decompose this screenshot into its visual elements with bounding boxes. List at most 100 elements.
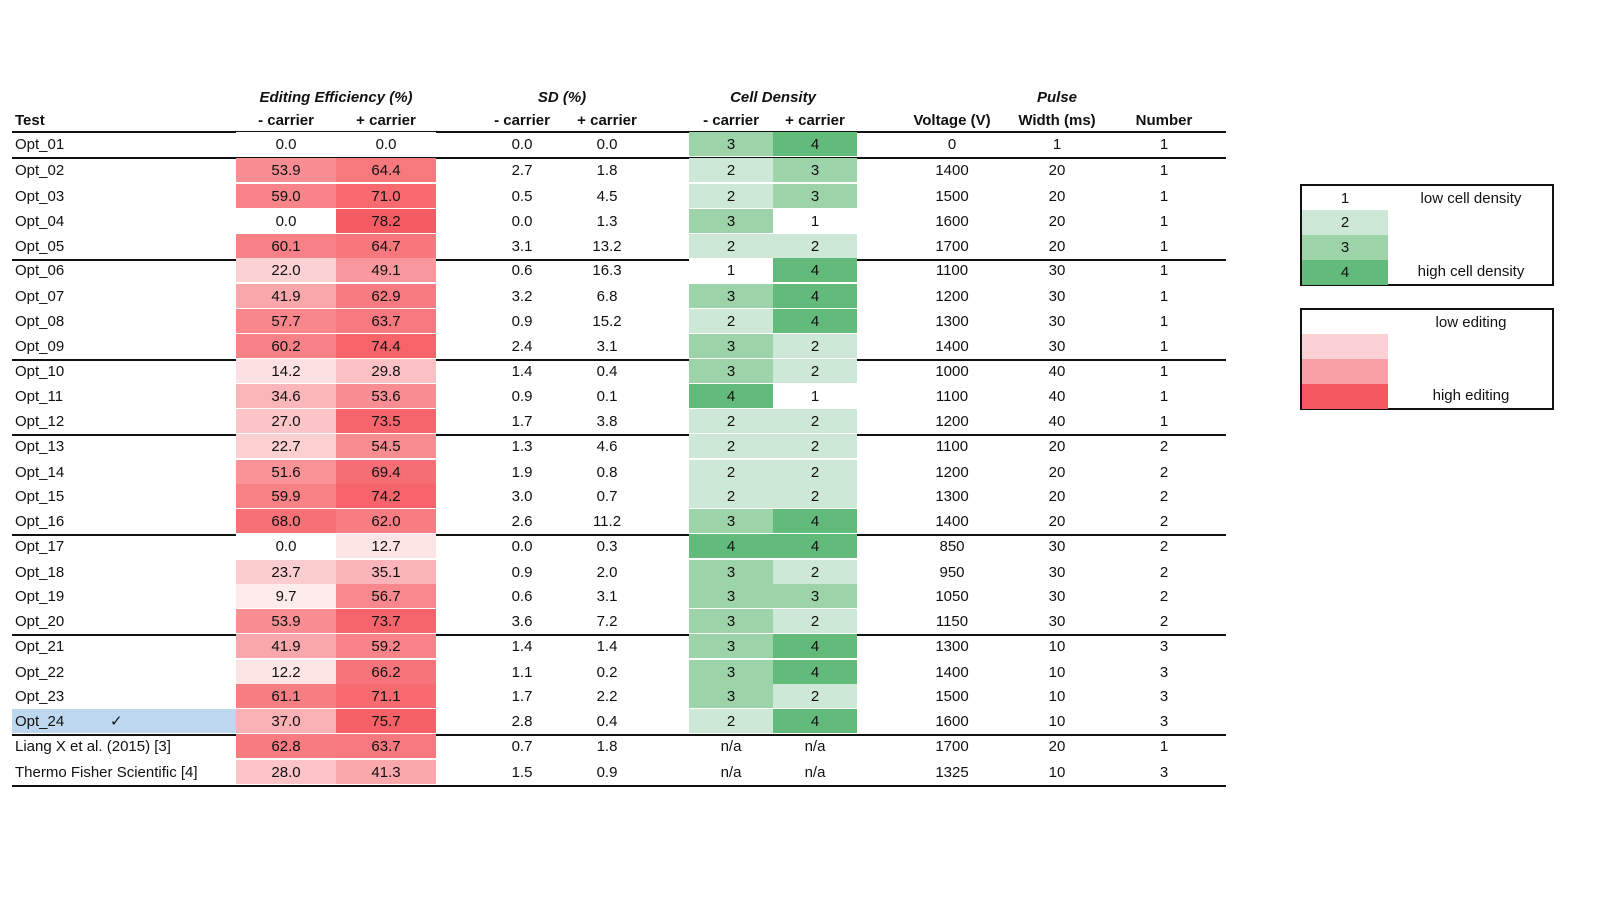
pulse-width-cell: 30	[1048, 261, 1066, 279]
cd-plus-carrier-cell: 1	[773, 209, 857, 233]
table-row[interactable]: Opt_24 37.0 75.7 2.8 0.4 2 4 1600 10 3 ✓	[12, 709, 1226, 733]
table-row[interactable]: Liang X et al. (2015) [3] 62.8 63.7 0.7 1.8 n…	[12, 734, 1226, 758]
table-row[interactable]: Opt_10 14.2 29.8 1.4 0.4 3 2 1000 40 1	[12, 359, 1226, 383]
cd-minus-carrier-cell: 3	[689, 609, 773, 633]
editing-legend-swatch	[1302, 334, 1388, 359]
ee-minus-carrier-cell: 22.0	[236, 258, 336, 282]
editing-legend-swatch	[1302, 384, 1388, 409]
table-row[interactable]: Opt_02 53.9 64.4 2.7 1.8 2 3 1400 20 1	[12, 158, 1226, 182]
ee-minus-carrier-cell: 59.9	[236, 484, 336, 508]
table-row[interactable]: Opt_16 68.0 62.0 2.6 11.2 3 4 1400 20 2	[12, 509, 1226, 533]
sd-plus-carrier-cell: 3.8	[596, 412, 618, 430]
cd-minus-carrier-cell: 2	[689, 460, 773, 484]
pulse-number-cell: 3	[1159, 637, 1169, 655]
header-sd-plus-carrier: + carrier	[577, 111, 637, 129]
header-sd-minus-carrier: - carrier	[494, 111, 550, 129]
ee-plus-carrier-cell: 35.1	[336, 560, 436, 584]
editing-legend-swatch	[1302, 359, 1388, 384]
pulse-number-cell: 2	[1159, 587, 1169, 605]
voltage-cell: 1600	[935, 212, 969, 230]
sd-minus-carrier-cell: 0.6	[511, 587, 533, 605]
cd-plus-carrier-cell: 2	[773, 434, 857, 458]
cd-plus-carrier-cell: 4	[773, 660, 857, 684]
sd-minus-carrier-cell: 0.9	[511, 563, 533, 581]
ee-plus-carrier-cell: 78.2	[336, 209, 436, 233]
sd-plus-carrier-cell: 0.0	[596, 135, 618, 153]
voltage-cell: 1000	[935, 362, 969, 380]
test-name-cell: Opt_03	[15, 187, 65, 205]
table-row[interactable]: Opt_03 59.0 71.0 0.5 4.5 2 3 1500 20 1	[12, 184, 1226, 208]
voltage-cell: 1150	[935, 612, 969, 630]
voltage-cell: 1100	[935, 261, 969, 279]
pulse-number-cell: 3	[1159, 763, 1169, 781]
pulse-width-cell: 20	[1048, 187, 1066, 205]
sd-plus-carrier-cell: 4.6	[596, 437, 618, 455]
table-row[interactable]: Opt_20 53.9 73.7 3.6 7.2 3 2 1150 30 2	[12, 609, 1226, 633]
pulse-number-cell: 1	[1159, 387, 1169, 405]
table-row[interactable]: Opt_21 41.9 59.2 1.4 1.4 3 4 1300 10 3	[12, 634, 1226, 658]
cd-plus-carrier-cell: 2	[773, 560, 857, 584]
test-name-cell: Opt_17	[15, 537, 65, 555]
sd-minus-carrier-cell: 2.6	[511, 512, 533, 530]
pulse-width-cell: 20	[1048, 437, 1066, 455]
table-row[interactable]: Opt_01 0.0 0.0 0.0 0.0 3 4 0 1 1	[12, 132, 1226, 156]
table-row[interactable]: Opt_22 12.2 66.2 1.1 0.2 3 4 1400 10 3	[12, 660, 1226, 684]
table-row[interactable]: Opt_17 0.0 12.7 0.0 0.3 4 4 850 30 2	[12, 534, 1226, 558]
table-row[interactable]: Thermo Fisher Scientific [4] 28.0 41.3 1.5 0…	[12, 760, 1226, 784]
ee-plus-carrier-cell: 71.0	[336, 184, 436, 208]
table-row[interactable]: Opt_13 22.7 54.5 1.3 4.6 2 2 1100 20 2	[12, 434, 1226, 458]
ee-plus-carrier-cell: 74.2	[336, 484, 436, 508]
table-row[interactable]: Opt_07 41.9 62.9 3.2 6.8 3 4 1200 30 1	[12, 284, 1226, 308]
sd-minus-carrier-cell: 0.5	[511, 187, 533, 205]
table-row[interactable]: Opt_06 22.0 49.1 0.6 16.3 1 4 1100 30 1	[12, 258, 1226, 282]
ee-plus-carrier-cell: 59.2	[336, 634, 436, 658]
table-row[interactable]: Opt_08 57.7 63.7 0.9 15.2 2 4 1300 30 1	[12, 309, 1226, 333]
ee-plus-carrier-cell: 74.4	[336, 334, 436, 358]
ee-plus-carrier-cell: 71.1	[336, 684, 436, 708]
table-row[interactable]: Opt_14 51.6 69.4 1.9 0.8 2 2 1200 20 2	[12, 460, 1226, 484]
sd-plus-carrier-cell: 0.4	[596, 362, 618, 380]
ee-plus-carrier-cell: 73.7	[336, 609, 436, 633]
ee-plus-carrier-cell: 62.0	[336, 509, 436, 533]
table-row[interactable]: Opt_18 23.7 35.1 0.9 2.0 3 2 950 30 2	[12, 560, 1226, 584]
cd-minus-carrier-cell: 2	[689, 184, 773, 208]
voltage-cell: 1050	[935, 587, 969, 605]
sd-minus-carrier-cell: 3.6	[511, 612, 533, 630]
header-voltage: Voltage (V)	[913, 111, 991, 129]
table-row[interactable]: Opt_12 27.0 73.5 1.7 3.8 2 2 1200 40 1	[12, 409, 1226, 433]
cd-plus-carrier-cell: 4	[773, 634, 857, 658]
sd-minus-carrier-cell: 1.1	[511, 663, 533, 681]
cd-plus-carrier-cell: 4	[773, 309, 857, 333]
pulse-width-cell: 20	[1048, 463, 1066, 481]
header-pulse-width: Width (ms)	[1018, 111, 1096, 129]
table-row[interactable]: Opt_11 34.6 53.6 0.9 0.1 4 1 1100 40 1	[12, 384, 1226, 408]
ee-plus-carrier-cell: 0.0	[336, 132, 436, 156]
header-ee-plus-carrier: + carrier	[356, 111, 416, 129]
ee-plus-carrier-cell: 63.7	[336, 734, 436, 758]
table-row[interactable]: Opt_23 61.1 71.1 1.7 2.2 3 2 1500 10 3	[12, 684, 1226, 708]
pulse-width-cell: 10	[1048, 637, 1066, 655]
table-row[interactable]: Opt_05 60.1 64.7 3.1 13.2 2 2 1700 20 1	[12, 234, 1226, 258]
pulse-width-cell: 30	[1048, 287, 1066, 305]
pulse-number-cell: 3	[1159, 712, 1169, 730]
table-row[interactable]: Opt_19 9.7 56.7 0.6 3.1 3 3 1050 30 2	[12, 584, 1226, 608]
sd-minus-carrier-cell: 0.9	[511, 312, 533, 330]
table-row[interactable]: Opt_09 60.2 74.4 2.4 3.1 3 2 1400 30 1	[12, 334, 1226, 358]
pulse-width-cell: 40	[1048, 412, 1066, 430]
editing-legend-label: high editing	[1432, 387, 1510, 404]
test-name-cell: Opt_22	[15, 663, 65, 681]
table-row[interactable]: Opt_04 0.0 78.2 0.0 1.3 3 1 1600 20 1	[12, 209, 1226, 233]
test-name-cell: Opt_23	[15, 687, 65, 705]
sd-minus-carrier-cell: 1.4	[511, 362, 533, 380]
pulse-number-cell: 2	[1159, 512, 1169, 530]
cd-minus-carrier-cell: 3	[689, 684, 773, 708]
table-bottom-rule	[12, 785, 1226, 787]
sd-minus-carrier-cell: 1.7	[511, 412, 533, 430]
voltage-cell: 1700	[935, 737, 969, 755]
table-row[interactable]: Opt_15 59.9 74.2 3.0 0.7 2 2 1300 20 2	[12, 484, 1226, 508]
sd-plus-carrier-cell: 0.8	[596, 463, 618, 481]
test-name-cell: Opt_05	[15, 237, 65, 255]
voltage-cell: 0	[947, 135, 957, 153]
pulse-number-cell: 3	[1159, 663, 1169, 681]
cd-minus-carrier-cell: 3	[689, 209, 773, 233]
